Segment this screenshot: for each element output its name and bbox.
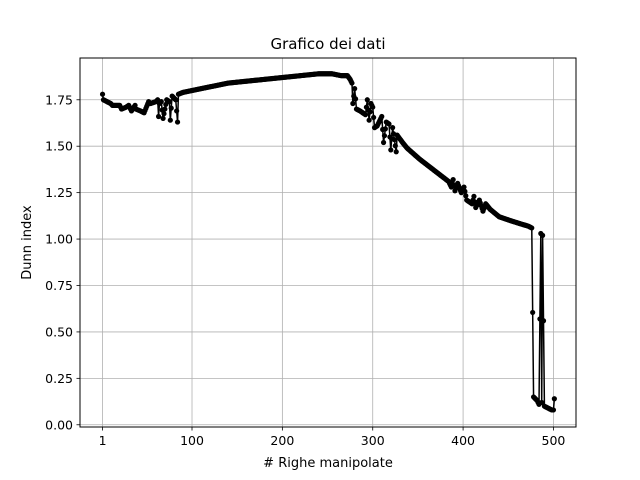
data-point [462, 188, 468, 194]
data-point [450, 177, 456, 183]
data-point [362, 112, 369, 118]
series-layer [99, 71, 557, 413]
data-point [392, 143, 398, 149]
data-point [530, 309, 536, 316]
data-point [551, 396, 557, 402]
y-axis-label: Dunn index [20, 205, 35, 280]
x-tick-label: 400 [451, 433, 475, 448]
x-tick-label: 1 [99, 433, 107, 448]
data-point [155, 113, 162, 120]
data-point [386, 121, 392, 127]
data-point [393, 149, 399, 155]
data-point [529, 225, 535, 231]
data-point [371, 114, 377, 121]
data-point [379, 113, 385, 120]
x-axis-label: # Righe manipolate [263, 456, 393, 471]
data-point [540, 318, 547, 324]
y-tick-label: 1.75 [45, 92, 73, 107]
data-point [364, 97, 370, 103]
data-point [540, 232, 546, 238]
data-point [382, 126, 388, 132]
ticks: 1 100 200 300 400 500 0.00 0.25 0.50 0.75 1.00 1.25… [45, 92, 565, 448]
y-tick-label: 0.75 [45, 278, 73, 293]
y-tick-label: 0.50 [45, 324, 73, 339]
data-point [352, 86, 358, 92]
x-tick-label: 300 [361, 433, 385, 448]
data-point [174, 108, 180, 114]
data-point [174, 119, 181, 125]
x-tick-label: 200 [270, 433, 294, 448]
data-point [390, 125, 396, 131]
data-point [391, 137, 398, 143]
y-tick-label: 0.25 [45, 371, 73, 386]
x-tick-label: 100 [180, 433, 204, 448]
plot-frame [79, 57, 577, 428]
data-point [539, 399, 545, 406]
data-point [352, 96, 359, 102]
data-point [168, 105, 174, 111]
data-point [99, 91, 106, 97]
grid [80, 58, 576, 427]
data-point [167, 117, 173, 123]
data-point [161, 111, 167, 117]
x-tick-label: 500 [542, 433, 566, 448]
data-point [471, 193, 477, 199]
data-point [367, 109, 373, 115]
data-point [366, 117, 372, 123]
data-point [349, 80, 355, 86]
plot-area [80, 58, 576, 427]
data-point [381, 133, 388, 139]
data-point [388, 147, 394, 153]
data-point [158, 99, 164, 105]
data-point [370, 104, 376, 110]
data-point [550, 407, 557, 413]
y-tick-label: 1.25 [45, 185, 73, 200]
data-point [173, 97, 179, 103]
data-point [380, 139, 387, 146]
y-tick-label: 1.50 [45, 139, 73, 154]
chart-title: Grafico dei dati [270, 35, 385, 53]
y-tick-label: 0.00 [45, 417, 73, 432]
y-tick-label: 1.00 [45, 232, 73, 247]
data-point [166, 99, 173, 105]
data-point [160, 115, 166, 121]
data-point [162, 106, 168, 112]
data-point [463, 193, 469, 199]
data-point [461, 184, 467, 190]
data-point [350, 100, 356, 107]
